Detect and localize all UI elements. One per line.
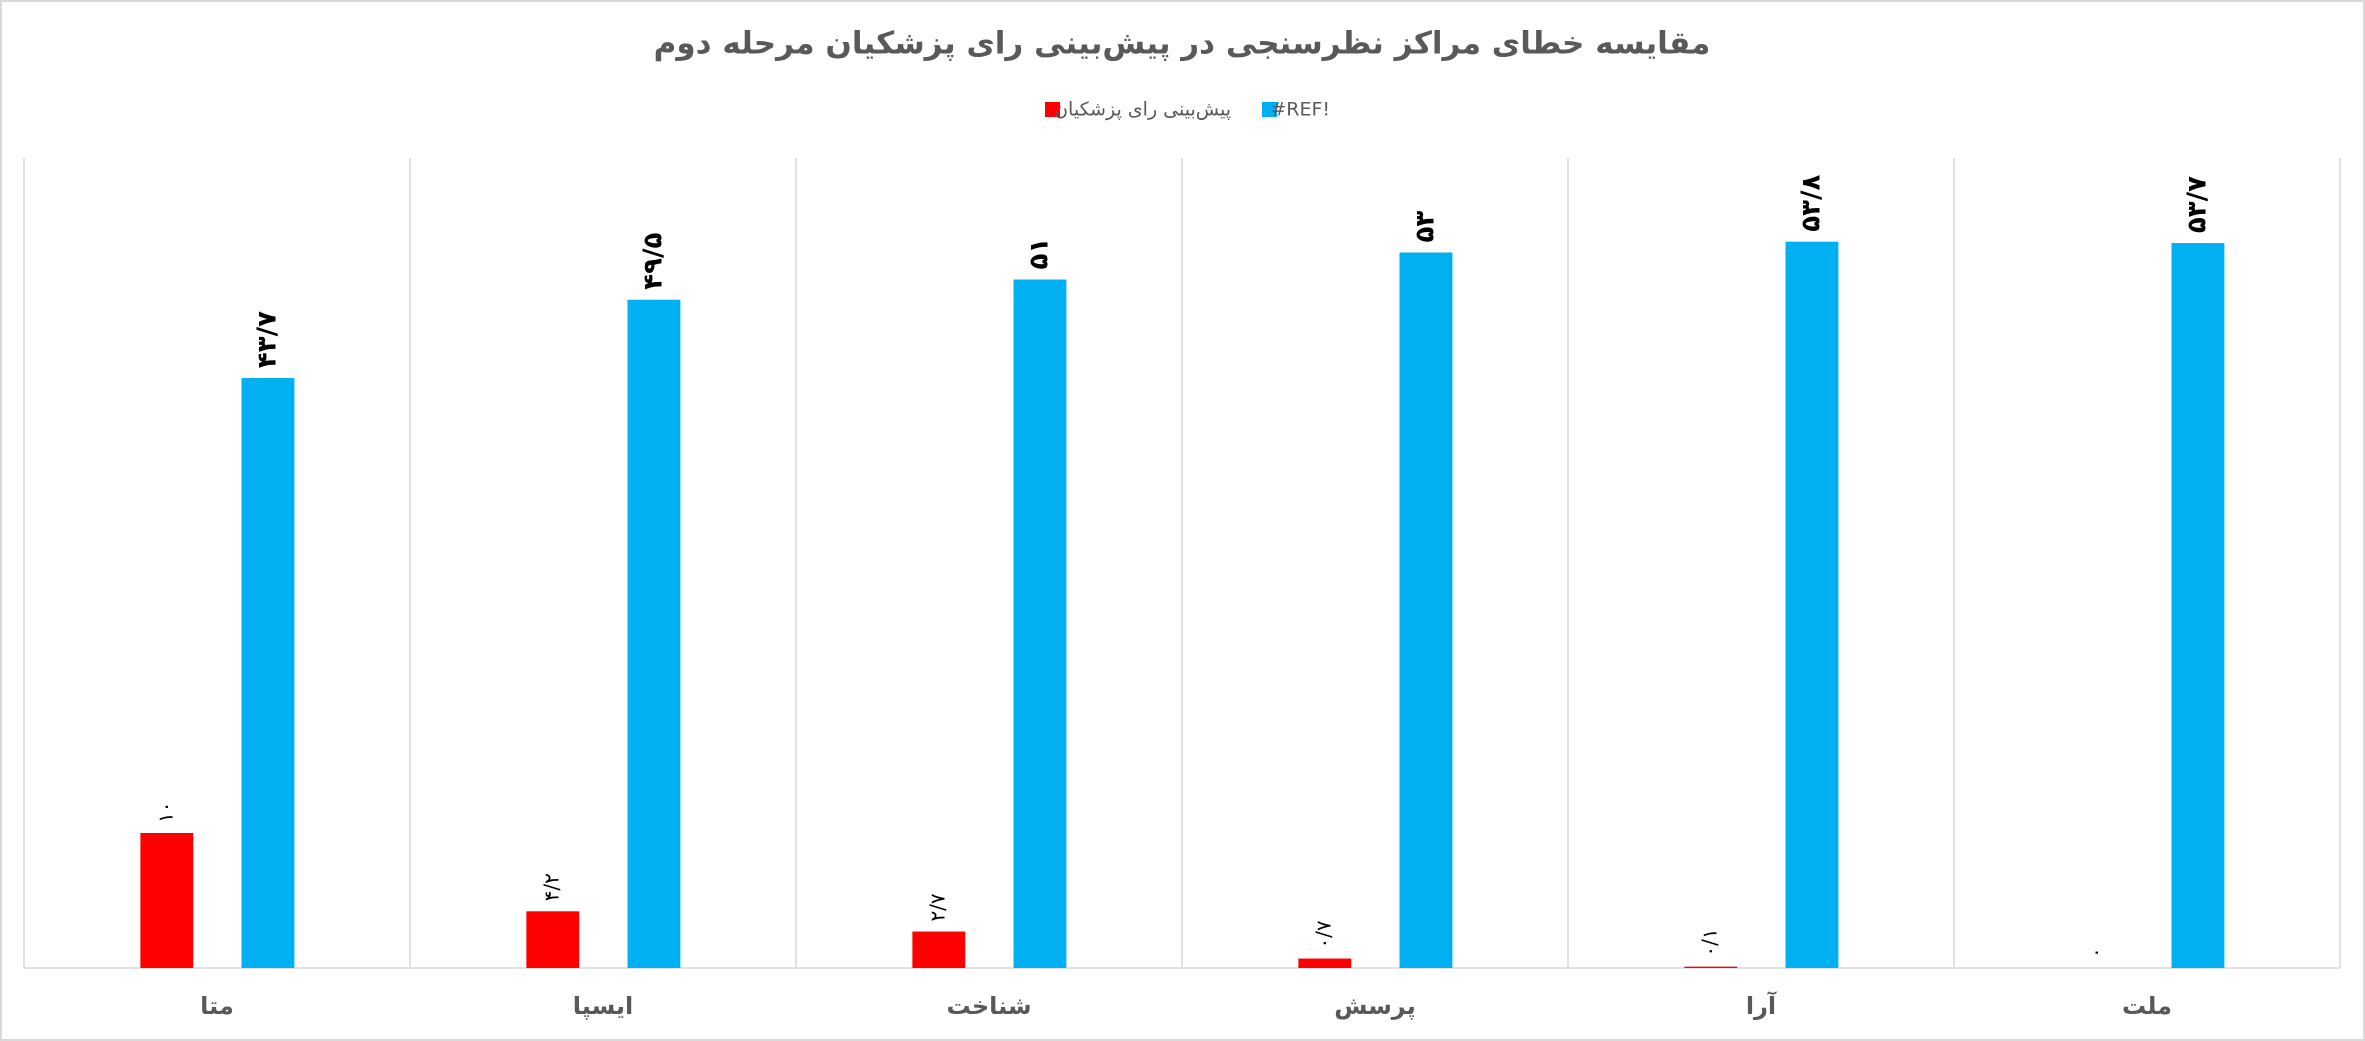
data-label: ۵۳/۸	[1796, 174, 1826, 231]
data-label: ۴۹/۵	[638, 233, 668, 290]
x-tick-label: متا	[200, 992, 234, 1020]
data-label: ۰/۱	[1697, 928, 1721, 956]
bar	[140, 833, 194, 968]
bar	[2171, 243, 2225, 969]
x-tick-label: ایسپا	[573, 992, 633, 1020]
bar	[1298, 958, 1352, 968]
data-label: ۱۰	[153, 802, 177, 823]
legend-swatch	[1045, 102, 1060, 117]
bar	[1684, 966, 1738, 968]
data-label: ۵۳/۷	[2182, 176, 2212, 233]
x-tick-label: پرسش	[1334, 992, 1415, 1020]
bar	[526, 911, 580, 968]
bar	[1399, 252, 1453, 968]
data-label: ۵۳	[1410, 211, 1440, 243]
x-tick-label: ملت	[2122, 992, 2172, 1020]
x-tick-label: شناخت	[946, 992, 1031, 1020]
bar	[241, 378, 295, 968]
data-label: ۴۳/۷	[252, 311, 282, 368]
data-label: ۰/۷	[1311, 920, 1335, 948]
legend-label: #REF!	[1270, 99, 1330, 121]
data-label: ۵۱	[1024, 238, 1054, 270]
data-label: ۴/۲	[539, 873, 563, 901]
bar	[1013, 279, 1067, 968]
bar	[627, 299, 681, 968]
chart-title: مقایسه خطای مراکز نظرسنجی در پیش‌بینی را…	[654, 26, 1711, 62]
data-label: ۲/۷	[925, 893, 949, 921]
legend-label: پیش‌بینی رای پزشکیان	[1054, 99, 1231, 121]
data-label: ۰	[2083, 947, 2107, 958]
bar	[1785, 241, 1839, 968]
bar	[912, 931, 966, 968]
x-tick-label: آرا	[1746, 991, 1777, 1020]
legend-swatch	[1262, 102, 1277, 117]
